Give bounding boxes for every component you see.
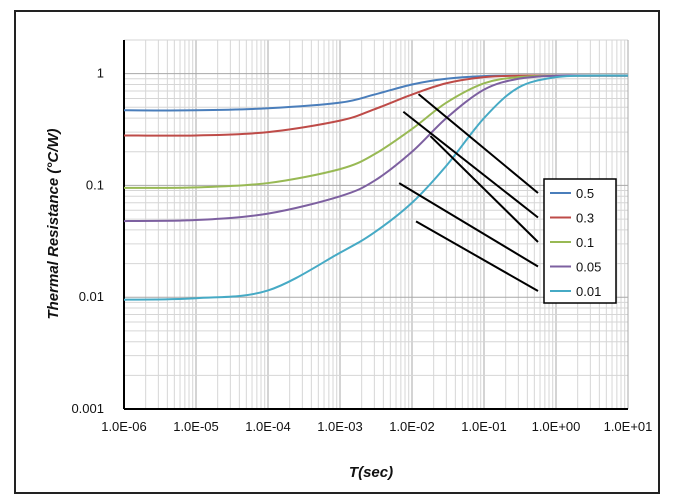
legend-label: 0.01 — [576, 284, 601, 299]
series-line-0-05 — [123, 74, 628, 223]
x-tick-label: 1.0E-04 — [245, 419, 291, 434]
y-tick-label: 1 — [97, 66, 104, 81]
x-tick-label: 1.0E+00 — [532, 419, 581, 434]
y-axis-title: Thermal Resistance (°C/W) — [45, 128, 62, 319]
x-axis-title: T(sec) — [349, 464, 393, 481]
y-tick-label: 0.001 — [71, 401, 104, 416]
x-tick-label: 1.0E-01 — [461, 419, 507, 434]
leader-line — [402, 110, 539, 219]
legend-label: 0.05 — [576, 260, 601, 275]
y-tick-label: 0.01 — [79, 289, 104, 304]
leader-line — [429, 135, 539, 243]
leader-line — [415, 220, 539, 292]
y-tick-label: 0.1 — [86, 177, 104, 192]
leader-line — [417, 93, 539, 194]
x-tick-label: 1.0E-05 — [173, 419, 219, 434]
x-tick-label: 1.0E-03 — [317, 419, 363, 434]
legend-label: 0.3 — [576, 211, 594, 226]
leader-line — [398, 182, 539, 268]
legend-label: 0.1 — [576, 235, 594, 250]
x-tick-label: 1.0E+01 — [604, 419, 653, 434]
x-tick-label: 1.0E-02 — [389, 419, 435, 434]
legend-label: 0.5 — [576, 186, 594, 201]
series-line-0-01 — [123, 74, 629, 301]
x-tick-label: 1.0E-06 — [101, 419, 147, 434]
